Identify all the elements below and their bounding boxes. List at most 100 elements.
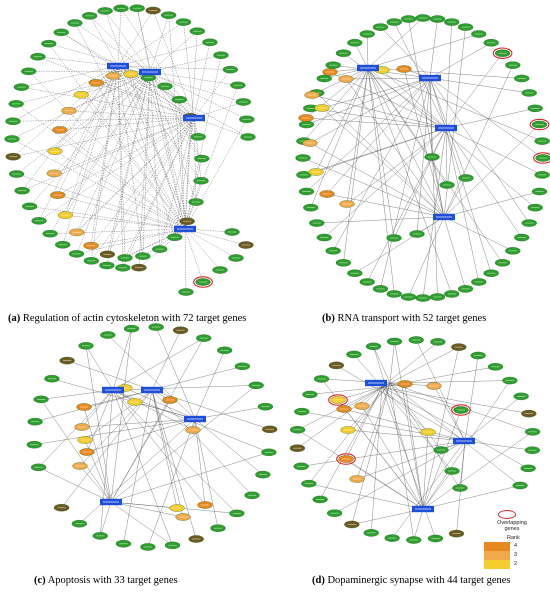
gene-b-label — [329, 250, 338, 252]
edge-a — [117, 65, 249, 138]
gene-c-label — [127, 328, 136, 330]
edge-a — [107, 71, 151, 255]
edge-b — [367, 67, 395, 294]
edge-d — [381, 386, 529, 469]
gene-b-label — [433, 296, 442, 298]
gene-b-label — [390, 21, 399, 23]
edge-b — [429, 77, 544, 159]
edge-d — [356, 382, 391, 480]
edge-c — [85, 345, 112, 503]
edge-a — [13, 117, 195, 157]
gene-b-label — [299, 174, 308, 176]
edge-b — [343, 67, 369, 263]
edge-b — [367, 67, 395, 239]
edge-a — [124, 117, 195, 259]
gene-d-label — [390, 341, 399, 342]
gene-b-label — [517, 78, 526, 79]
gene-d-label — [528, 431, 537, 433]
rank-2-swatch — [484, 560, 510, 569]
gene-a-label — [100, 10, 110, 12]
edge-b — [403, 68, 445, 218]
edge-d — [297, 429, 424, 510]
edge-a — [184, 158, 202, 230]
gene-c-label — [31, 421, 40, 423]
edge-c — [194, 418, 263, 475]
gene-b-label — [498, 262, 507, 264]
edge-a — [124, 228, 186, 259]
network-edges — [11, 8, 544, 547]
edge-a — [90, 228, 186, 246]
gene-d-label — [491, 366, 500, 368]
gene-b-label — [474, 33, 483, 35]
gene-b-label — [363, 281, 372, 283]
edge-b — [354, 42, 445, 218]
edge-d — [347, 429, 466, 442]
gene-b-label — [322, 193, 332, 195]
gene-b-label — [461, 177, 471, 179]
edge-d — [343, 408, 466, 442]
edge-a — [91, 117, 195, 261]
edge-c — [100, 389, 114, 536]
gene-d-label — [412, 339, 421, 341]
edge-a — [22, 117, 195, 191]
gene-a-label — [134, 267, 144, 269]
edge-a — [149, 31, 198, 73]
gene-b-label — [427, 156, 437, 158]
edge-c — [155, 326, 196, 420]
edge-c — [110, 385, 257, 503]
gene-d-label — [454, 346, 463, 348]
edge-a — [117, 65, 231, 70]
edge-a — [76, 228, 186, 255]
gene-b-label — [487, 272, 496, 274]
edge-c — [151, 389, 178, 509]
edge-a — [29, 206, 186, 230]
gene-a-label — [103, 253, 112, 255]
gene-a-label — [138, 255, 147, 257]
edge-c — [35, 389, 153, 422]
gene-d-label — [315, 499, 325, 500]
gene-a-label — [205, 41, 215, 43]
gene-a-label — [85, 15, 94, 17]
edge-b — [408, 216, 445, 298]
gene-a-label — [12, 173, 21, 175]
edge-b — [303, 67, 369, 142]
gene-b-label — [301, 117, 311, 119]
edge-b — [443, 65, 513, 218]
edge-b — [381, 69, 447, 129]
gene-a-label — [45, 233, 55, 235]
edge-d — [381, 386, 529, 414]
gene-a-label — [50, 173, 59, 174]
edge-a — [65, 65, 119, 216]
gene-a-label — [231, 257, 241, 259]
edge-b — [306, 77, 431, 192]
gene-c-label — [200, 504, 210, 506]
gene-a-label — [92, 82, 101, 84]
edge-d — [422, 409, 462, 510]
edge-b — [333, 77, 431, 251]
mirna-a-label — [142, 71, 158, 73]
edge-b — [324, 127, 447, 238]
edge-a — [65, 214, 186, 230]
gene-b-label — [342, 203, 352, 205]
legend: Overlapping genes Rank 4 3 2 — [462, 508, 542, 576]
gene-a-label — [77, 94, 86, 96]
gene-d-label — [330, 512, 339, 514]
edge-b — [306, 77, 431, 125]
gene-d-label — [317, 378, 326, 380]
gene-a-label — [12, 103, 21, 105]
edge-a — [136, 8, 186, 230]
edge-a — [76, 71, 151, 254]
gene-b-label — [498, 52, 507, 54]
edge-b — [316, 92, 445, 218]
gene-a-label — [9, 156, 18, 158]
edge-d — [422, 485, 521, 510]
edge-d — [459, 440, 466, 489]
gene-b-label — [339, 52, 348, 54]
gene-c-label — [176, 329, 185, 331]
gene-b-label — [412, 233, 422, 235]
gene-a-label — [64, 110, 73, 112]
gene-a-label — [181, 291, 191, 293]
edge-a — [106, 228, 186, 266]
edge-d — [351, 382, 391, 525]
edge-b — [309, 77, 431, 144]
